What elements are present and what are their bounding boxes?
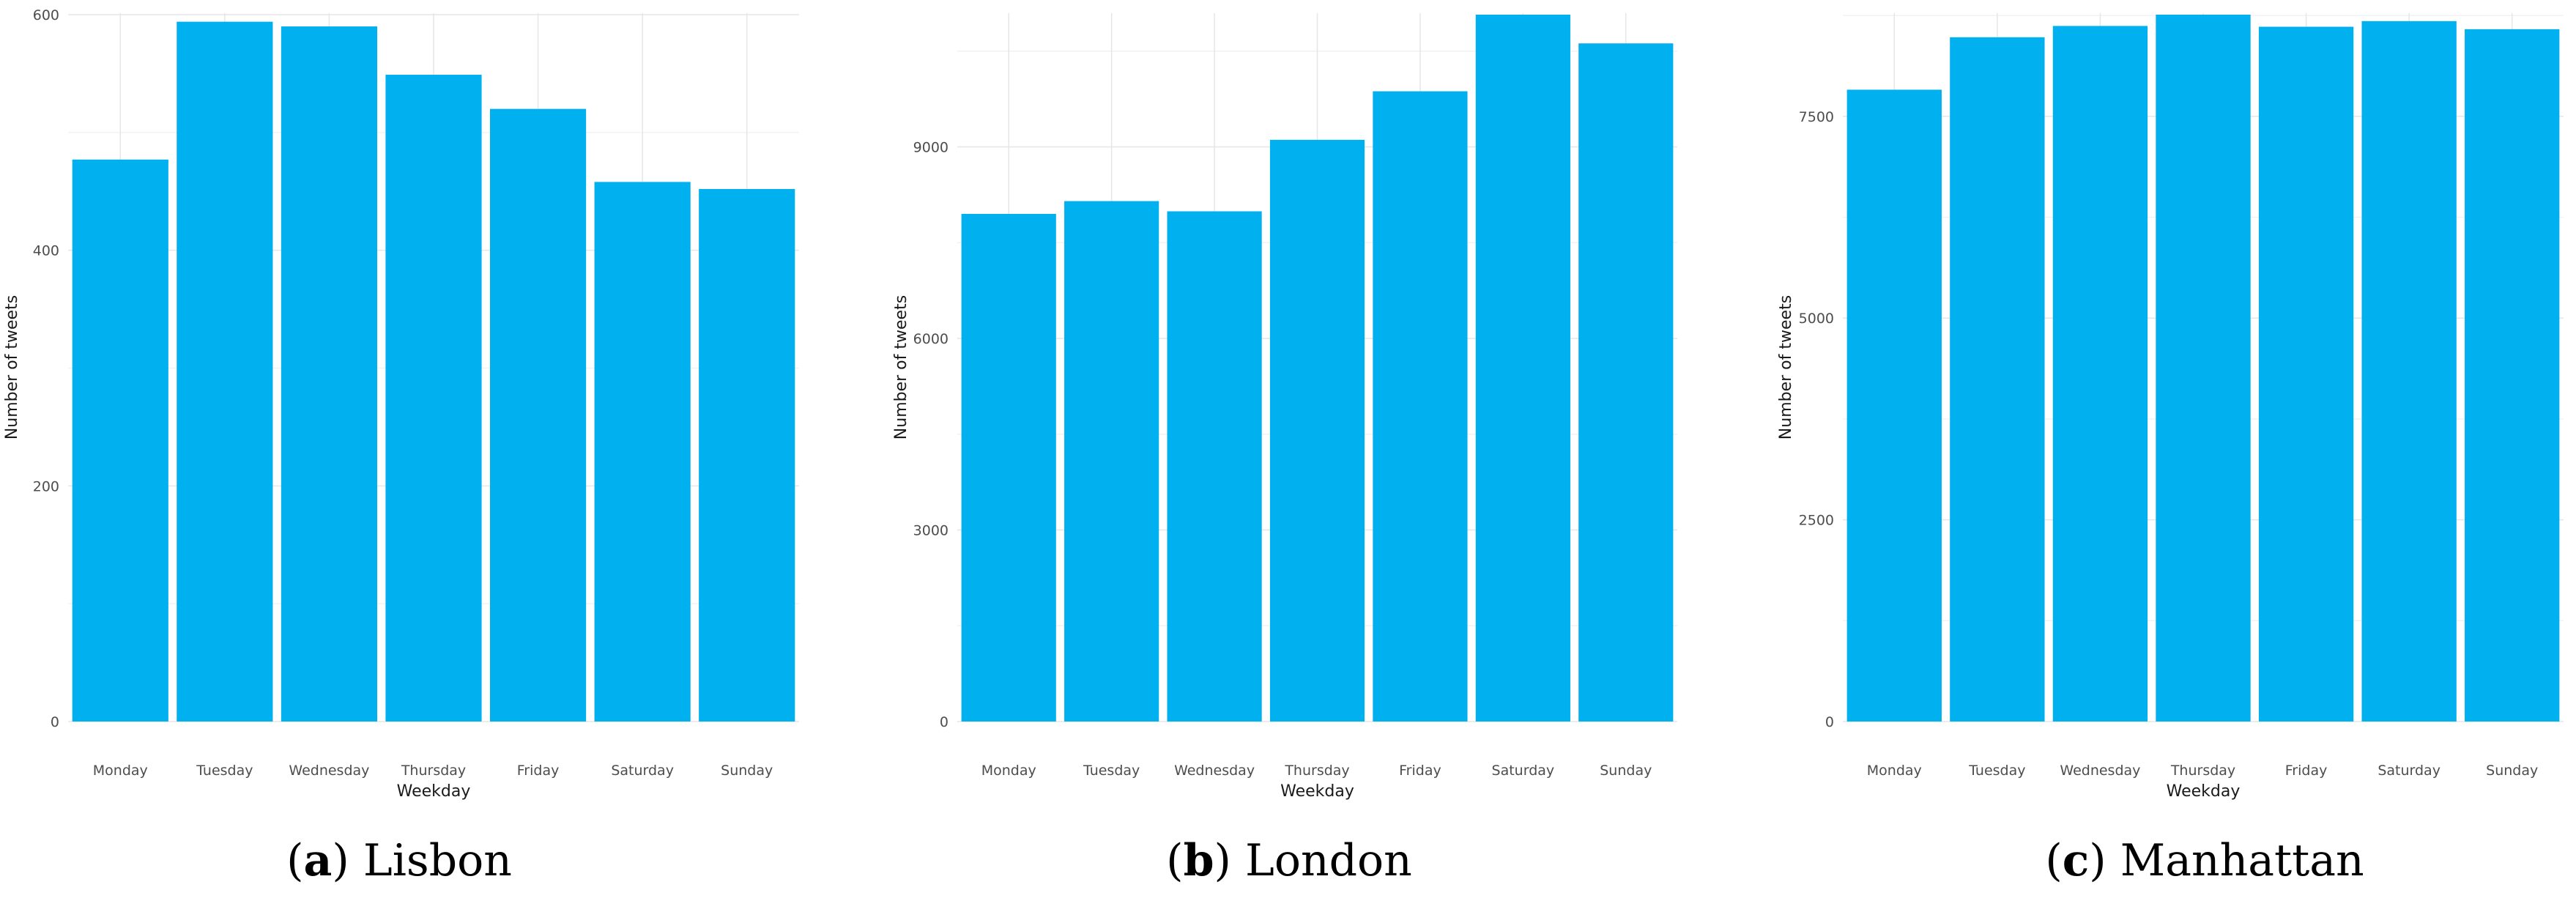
caption-paren-open: ( [286, 835, 303, 886]
x-tick-label: Thursday [2170, 763, 2235, 779]
y-tick-label: 5000 [1799, 311, 1834, 327]
x-tick-label: Monday [93, 763, 148, 779]
bar-thursday [2156, 15, 2251, 722]
y-tick-label: 3000 [913, 522, 949, 538]
y-axis-title: Number of tweets [3, 295, 21, 440]
bar-friday [2258, 26, 2354, 722]
x-axis-title: Weekday [397, 782, 471, 801]
x-tick-label: Wednesday [1174, 763, 1255, 779]
y-tick-label: 400 [33, 243, 59, 259]
caption-paren-open: ( [1166, 835, 1183, 886]
bar-monday [1846, 89, 1942, 722]
x-tick-label: Sunday [721, 763, 773, 779]
bar-saturday [2361, 21, 2457, 722]
bar-friday [1373, 91, 1468, 722]
y-tick-label: 0 [940, 714, 949, 730]
bar-thursday [1269, 139, 1365, 722]
y-tick-label: 0 [51, 714, 59, 730]
caption-city: ) London [1214, 835, 1412, 886]
bar-sunday [1578, 43, 1674, 722]
x-tick-label: Tuesday [1968, 763, 2025, 779]
bar-thursday [385, 75, 482, 722]
y-tick-label: 7500 [1799, 109, 1834, 125]
x-tick-label: Friday [2285, 763, 2328, 779]
y-tick-label: 9000 [913, 139, 949, 155]
panel-caption: (a) Lisbon [286, 835, 512, 886]
y-tick-label: 200 [33, 478, 59, 494]
x-tick-label: Saturday [1492, 763, 1555, 779]
x-tick-label: Saturday [611, 763, 674, 779]
y-tick-label: 6000 [913, 331, 949, 347]
caption-city: ) Lisbon [332, 835, 511, 886]
x-tick-label: Friday [1399, 763, 1441, 779]
x-tick-label: Wednesday [289, 763, 369, 779]
y-tick-label: 0 [1825, 714, 1834, 730]
bar-monday [72, 159, 168, 722]
caption-letter: a [304, 835, 333, 886]
bar-saturday [1475, 15, 1570, 722]
caption-letter: b [1184, 835, 1214, 886]
x-axis-title: Weekday [2167, 782, 2241, 801]
caption-letter: c [2063, 835, 2090, 886]
panel-caption: (b) London [1166, 835, 1412, 886]
chart-panel-manhattan: 0 2500 5000 7500 Monday Tuesday Wednesday Thurs… [1777, 13, 2564, 886]
x-tick-label: Thursday [1284, 763, 1349, 779]
caption-city: ) Manhattan [2089, 835, 2364, 886]
bar-sunday [699, 189, 795, 722]
x-tick-label: Friday [517, 763, 560, 779]
bar-tuesday [1064, 201, 1159, 722]
x-tick-label: Tuesday [1083, 763, 1140, 779]
chart-panel-lisbon: 0 200 400 600 Monday Tuesday Wednesday Thursday… [3, 7, 799, 886]
bar-tuesday [1950, 37, 2045, 722]
x-tick-label: Sunday [2486, 763, 2538, 779]
bar-wednesday [1167, 211, 1262, 722]
bar-saturday [594, 182, 691, 722]
bar-wednesday [281, 26, 378, 722]
bar-wednesday [2052, 26, 2148, 722]
x-tick-label: Wednesday [2060, 763, 2140, 779]
x-tick-label: Monday [981, 763, 1036, 779]
y-axis-title: Number of tweets [892, 295, 910, 440]
y-tick-label: 2500 [1799, 513, 1834, 529]
x-tick-label: Monday [1867, 763, 1922, 779]
panel-caption: (c) Manhattan [2045, 835, 2364, 886]
y-tick-label: 600 [33, 7, 59, 23]
bar-monday [961, 213, 1056, 722]
bar-tuesday [177, 21, 273, 722]
bar-sunday [2465, 29, 2560, 722]
caption-paren-open: ( [2045, 835, 2062, 886]
x-tick-label: Saturday [2378, 763, 2440, 779]
x-tick-label: Tuesday [196, 763, 253, 779]
bar-friday [489, 108, 587, 722]
chart-panel-london: 0 3000 6000 9000 Monday Tuesday Wednesday Thurs… [892, 13, 1677, 886]
x-axis-title: Weekday [1280, 782, 1354, 801]
x-tick-label: Sunday [1600, 763, 1652, 779]
y-axis-title: Number of tweets [1777, 295, 1795, 440]
x-tick-label: Thursday [401, 763, 466, 779]
